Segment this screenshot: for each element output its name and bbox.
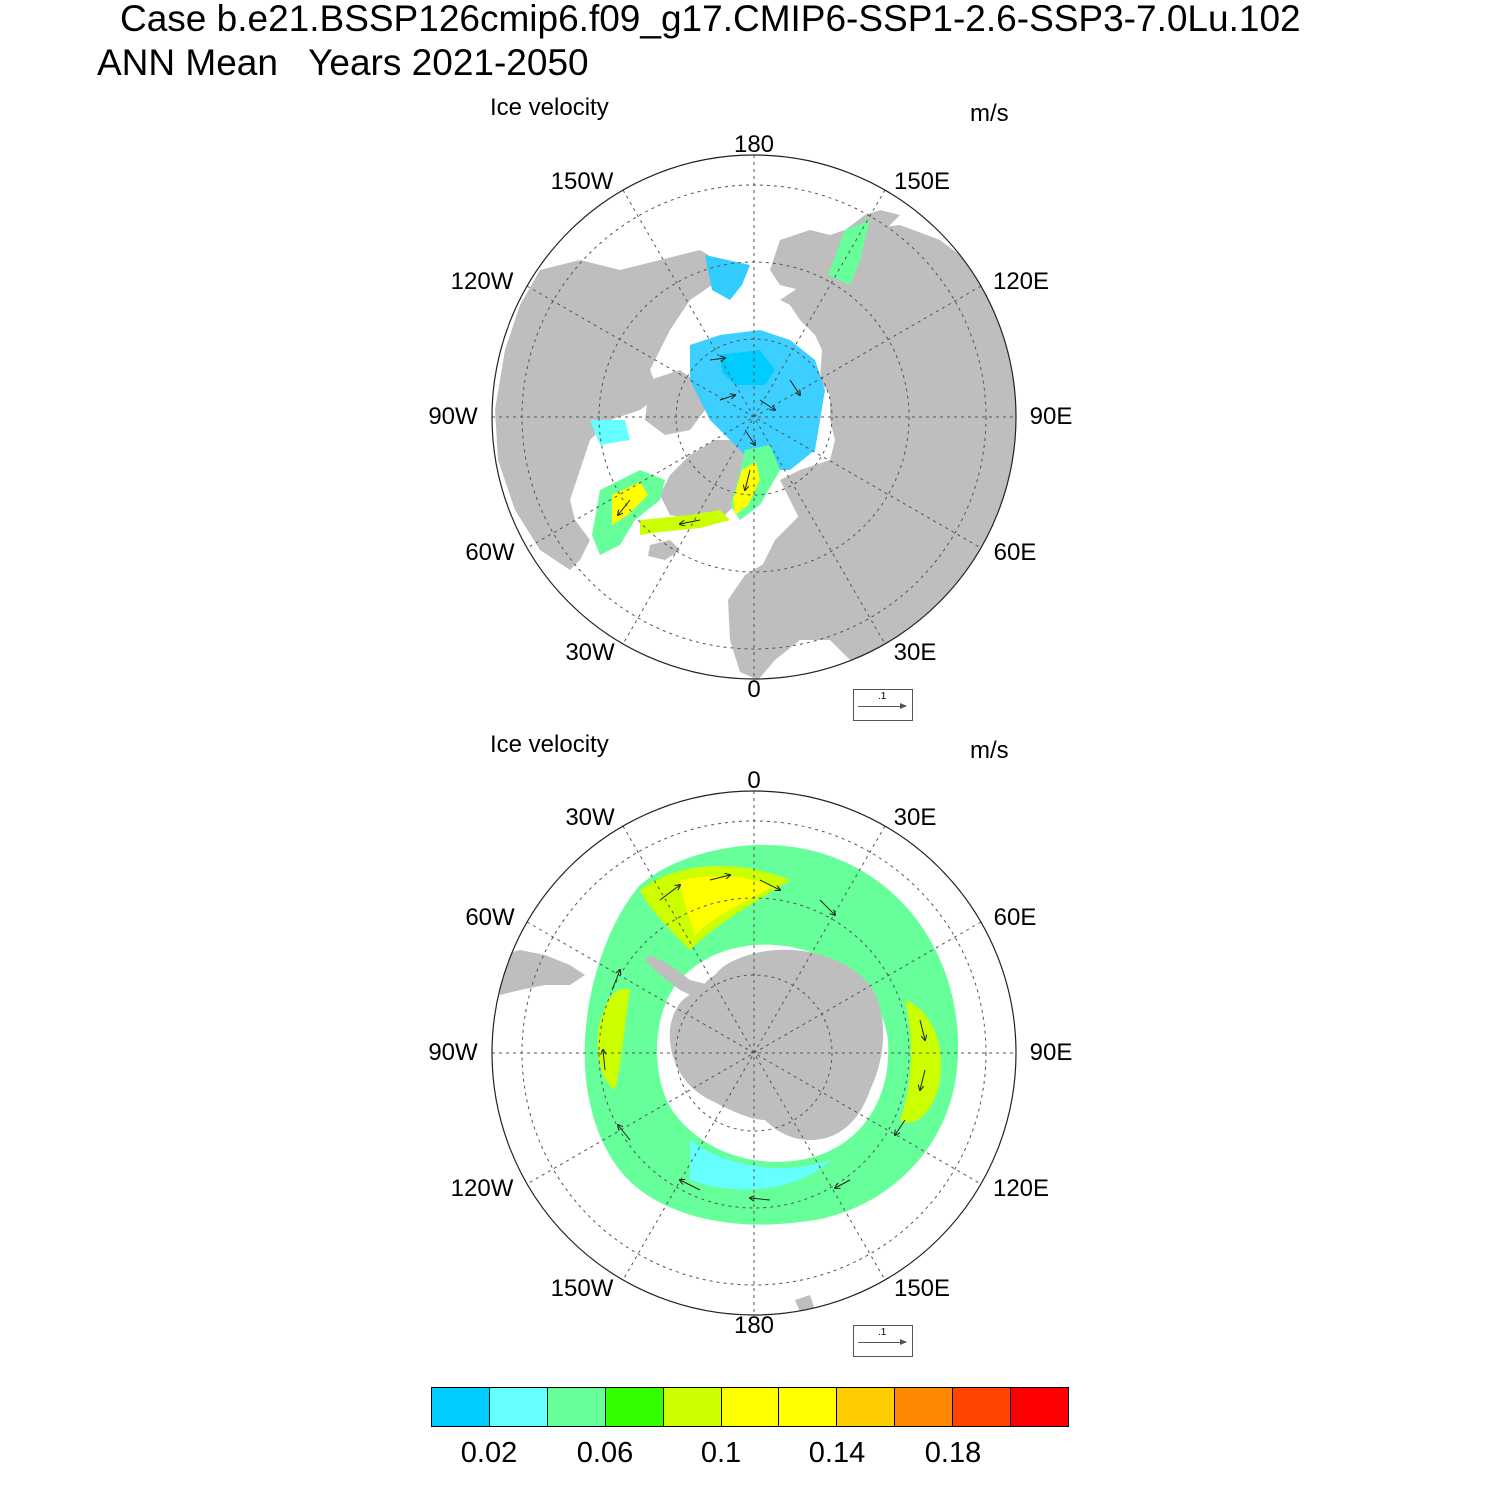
north-lon-label-150e: 150E: [893, 168, 951, 195]
north-land-scandinavia: [752, 515, 815, 640]
south-panel-title: Ice velocity: [490, 731, 609, 758]
south-lon-label-150w: 150W: [550, 1275, 614, 1302]
colorbar: [431, 1387, 1069, 1427]
south-land-antarctica: [669, 949, 884, 1140]
south-lon-label-60w: 60W: [465, 904, 515, 931]
north-lon-label-bottom: 0: [747, 676, 761, 703]
colorbar-label: 0.14: [808, 1437, 866, 1469]
north-ice-field-labrador: [590, 420, 630, 445]
colorbar-cell: [779, 1388, 838, 1426]
south-lon-label-30w: 30W: [565, 804, 615, 831]
south-lon-label-150e: 150E: [893, 1275, 951, 1302]
colorbar-cell: [547, 1388, 606, 1426]
colorbar-cell: [663, 1388, 722, 1426]
north-lon-label-right: 90E: [1029, 403, 1073, 430]
colorbar-cell: [953, 1388, 1012, 1426]
north-reference-vector: .1: [853, 689, 913, 721]
colorbar-cell: [837, 1388, 896, 1426]
colorbar-cell: [605, 1388, 664, 1426]
south-land-peninsula: [645, 955, 710, 1000]
south-reference-arrow-icon: [858, 1339, 907, 1345]
south-land-new-zealand: [795, 1295, 815, 1312]
south-lon-label-120w: 120W: [450, 1175, 514, 1202]
north-polar-map: [491, 154, 1017, 680]
south-reference-vector-label: .1: [878, 1327, 887, 1338]
colorbar-label: 0.1: [700, 1437, 742, 1469]
north-ice-field-inner: [720, 350, 775, 385]
north-land-north-america: [495, 250, 720, 570]
south-panel-units: m/s: [970, 737, 1009, 764]
south-lon-label-60e: 60E: [993, 904, 1037, 931]
plot-subtitle: ANN Mean Years 2021-2050: [97, 42, 589, 83]
north-reference-arrow-icon: [858, 703, 907, 709]
colorbar-cell: [432, 1388, 490, 1426]
south-ice-field-ring: [584, 844, 959, 1225]
south-lon-label-120e: 120E: [992, 1175, 1050, 1202]
colorbar-cell: [1011, 1388, 1068, 1426]
north-ice-vectors: [618, 358, 800, 524]
north-reference-vector-label: .1: [878, 691, 887, 702]
south-ice-field-ross: [690, 1140, 830, 1190]
north-ice-field-bering: [705, 255, 750, 300]
south-lon-label-30e: 30E: [893, 804, 937, 831]
north-lon-label-30e: 30E: [893, 639, 937, 666]
colorbar-cell: [489, 1388, 548, 1426]
north-lon-label-120w: 120W: [450, 268, 514, 295]
south-lon-label-bottom: 180: [733, 1312, 775, 1339]
north-map-border: [491, 154, 1017, 680]
north-lon-label-60w: 60W: [465, 539, 515, 566]
north-lon-label-150w: 150W: [550, 168, 614, 195]
south-ice-field-weddell-core: [680, 876, 770, 935]
north-lon-label-top: 180: [733, 131, 775, 158]
south-lon-label-left: 90W: [428, 1039, 478, 1066]
north-panel-units: m/s: [970, 100, 1009, 127]
north-land-archipelago: [645, 370, 705, 435]
south-lon-label-right: 90E: [1029, 1039, 1073, 1066]
south-ice-field-east: [900, 1000, 941, 1123]
north-lon-label-left: 90W: [428, 403, 478, 430]
south-polar-map: [491, 790, 1017, 1316]
colorbar-label: 0.18: [924, 1437, 982, 1469]
south-map-border: [491, 790, 1017, 1316]
colorbar-cell: [895, 1388, 954, 1426]
north-lon-label-60e: 60E: [993, 539, 1037, 566]
north-panel-title: Ice velocity: [490, 94, 609, 121]
north-lon-label-30w: 30W: [565, 639, 615, 666]
north-land-iceland: [648, 540, 680, 560]
south-ice-field-bellingshausen: [597, 989, 630, 1090]
south-ice-vectors: [603, 875, 925, 1200]
south-lon-label-top: 0: [747, 767, 761, 794]
colorbar-cell: [721, 1388, 780, 1426]
south-reference-vector: .1: [853, 1325, 913, 1357]
south-graticule: [492, 791, 1016, 1315]
colorbar-label: 0.06: [576, 1437, 634, 1469]
north-graticule: [492, 155, 1016, 679]
north-land-eurasia: [728, 225, 1016, 679]
colorbar-label: 0.02: [460, 1437, 518, 1469]
north-lon-label-120e: 120E: [992, 268, 1050, 295]
plot-title: Case b.e21.BSSP126cmip6.f09_g17.CMIP6-SS…: [120, 0, 1301, 39]
south-land-south-america: [500, 950, 585, 995]
